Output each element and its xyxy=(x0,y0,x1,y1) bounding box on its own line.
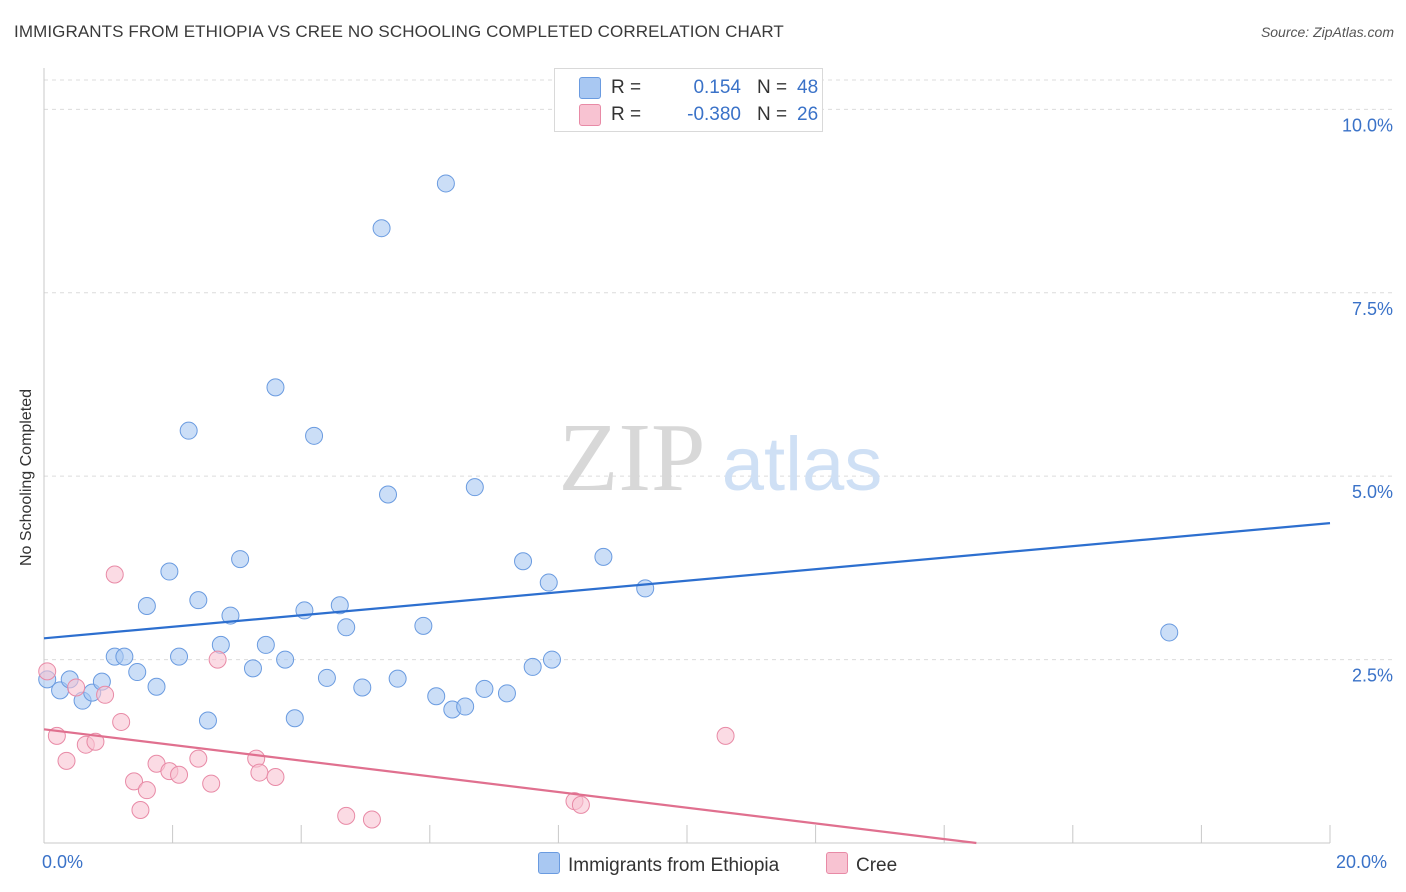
ethiopia-point xyxy=(436,174,455,193)
correlation-legend: R = 0.154 N = 48 R = -0.380 N = 26 xyxy=(554,68,823,132)
y-tick-label: 10.0% xyxy=(1342,115,1393,135)
ethiopia-point xyxy=(147,677,166,696)
ethiopia-point xyxy=(305,426,324,445)
data-points xyxy=(38,174,1179,829)
cree-point xyxy=(38,662,57,681)
legend-r-label: R = xyxy=(611,77,642,98)
ethiopia-point xyxy=(285,709,304,728)
source-credit: Source: ZipAtlas.com xyxy=(1260,24,1394,40)
cree-point xyxy=(112,712,131,731)
legend-swatch-ethiopia xyxy=(579,77,601,99)
legend-n-value: 26 xyxy=(797,104,819,125)
y-tick-label: 2.5% xyxy=(1352,666,1393,686)
cree-point xyxy=(105,565,124,584)
y-tick-label: 7.5% xyxy=(1352,299,1393,319)
watermark: ZIP atlas xyxy=(559,404,883,512)
ethiopia-point xyxy=(231,550,250,569)
ethiopia-point xyxy=(514,552,533,571)
cree-point xyxy=(250,763,269,782)
cree-point xyxy=(189,749,208,768)
cree-point xyxy=(170,765,189,784)
legend-r-label: R = xyxy=(611,104,642,125)
ethiopia-point xyxy=(465,478,484,497)
cree-point xyxy=(266,767,285,786)
watermark-atlas-text: atlas xyxy=(722,422,883,507)
bottom-legend-label-cree: Cree xyxy=(856,855,898,876)
ethiopia-point xyxy=(198,711,217,730)
legend-r-value: 0.154 xyxy=(693,77,741,98)
cree-point xyxy=(716,726,735,745)
ethiopia-point xyxy=(160,562,179,581)
y-axis-label: No Schooling Completed xyxy=(18,389,35,566)
ethiopia-point xyxy=(243,659,262,678)
ethiopia-point xyxy=(115,647,134,666)
bottom-legend-ethiopia: Immigrants from Ethiopia xyxy=(538,852,779,877)
ethiopia-point xyxy=(337,618,356,637)
ethiopia-point xyxy=(497,684,516,703)
cree-point xyxy=(67,678,86,697)
bottom-legend-swatch-cree xyxy=(826,852,848,874)
ethiopia-trend-line xyxy=(43,522,1331,640)
ethiopia-point xyxy=(170,647,189,666)
cree-point xyxy=(208,650,227,669)
ethiopia-point xyxy=(211,635,230,654)
ethiopia-point xyxy=(128,663,147,682)
x-tick-label-min: 0.0% xyxy=(42,852,84,872)
bottom-legend-cree: Cree xyxy=(826,852,897,877)
ethiopia-point xyxy=(189,591,208,610)
ethiopia-point xyxy=(414,616,433,635)
legend-n-value: 48 xyxy=(797,77,819,98)
cree-point xyxy=(57,751,76,770)
cree-point xyxy=(125,772,144,791)
ethiopia-point xyxy=(256,635,275,654)
bottom-legend-label-ethiopia: Immigrants from Ethiopia xyxy=(568,855,780,876)
ethiopia-point xyxy=(594,547,613,566)
ethiopia-point xyxy=(372,219,391,238)
ethiopia-point xyxy=(523,657,542,676)
ethiopia-point xyxy=(137,597,156,616)
ethiopia-point xyxy=(179,421,198,440)
ethiopia-point xyxy=(427,687,446,706)
cree-point xyxy=(131,800,150,819)
y-tick-labels: 2.5% 5.0% 7.5% 10.0% xyxy=(1342,115,1393,685)
ethiopia-point xyxy=(456,697,475,716)
ethiopia-point xyxy=(317,668,336,687)
watermark-zip-text: ZIP xyxy=(559,404,706,512)
cree-point xyxy=(96,685,115,704)
legend-n-label: N = xyxy=(757,104,788,125)
legend-swatch-cree xyxy=(579,104,601,126)
chart-title: IMMIGRANTS FROM ETHIOPIA VS CREE NO SCHO… xyxy=(14,22,784,41)
ethiopia-point xyxy=(353,678,372,697)
ethiopia-point xyxy=(221,606,240,625)
y-tick-label: 5.0% xyxy=(1352,482,1393,502)
cree-point xyxy=(571,795,590,814)
cree-point xyxy=(137,781,156,800)
ethiopia-point xyxy=(539,573,558,592)
cree-point xyxy=(202,774,221,793)
ethiopia-point xyxy=(266,378,285,397)
cree-trend-line xyxy=(43,728,977,845)
grid-lines xyxy=(44,79,1392,661)
ethiopia-point xyxy=(542,650,561,669)
ethiopia-point xyxy=(475,679,494,698)
bottom-legend-swatch-ethiopia xyxy=(538,852,560,874)
cree-point xyxy=(86,732,105,751)
ethiopia-point xyxy=(388,669,407,688)
legend-r-value: -0.380 xyxy=(687,104,741,125)
legend-n-label: N = xyxy=(757,77,788,98)
ethiopia-point xyxy=(1160,623,1179,642)
ethiopia-point xyxy=(330,596,349,615)
trend-lines xyxy=(43,522,1331,845)
cree-point xyxy=(362,810,381,829)
ethiopia-point xyxy=(636,579,655,598)
ethiopia-point xyxy=(379,485,398,504)
x-tick-label-max: 20.0% xyxy=(1336,852,1388,872)
ethiopia-point xyxy=(276,650,295,669)
cree-point xyxy=(337,806,356,825)
axes xyxy=(43,68,1331,844)
